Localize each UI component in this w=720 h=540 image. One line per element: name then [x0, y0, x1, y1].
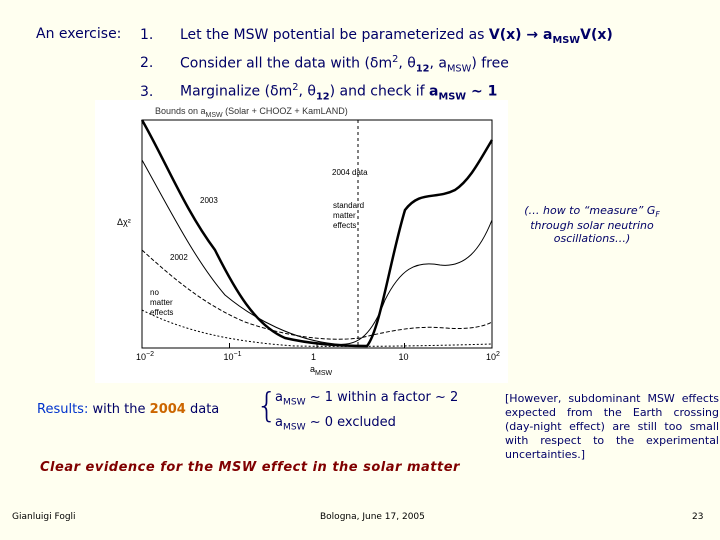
item-text: Consider all the data with (δm [180, 55, 393, 72]
results-year: 2004 [149, 402, 186, 417]
x-tick-label: 1 [311, 352, 316, 362]
x-axis-label: aMSW [310, 364, 333, 377]
results-line-sub: MSW [282, 422, 306, 433]
label-standard: standard matter effects [333, 201, 364, 230]
item-sub: 12 [415, 63, 430, 75]
results-line-part: a [275, 390, 283, 405]
plot-title-part: Bounds on a [155, 106, 206, 116]
results-line-part: ~ 0 excluded [305, 414, 396, 430]
conclusion: Clear evidence for the MSW effect in the… [40, 460, 460, 475]
label-part: standard [333, 201, 364, 210]
results-line: aMSW ~ 0 excluded [275, 413, 458, 438]
results-text: data [185, 402, 220, 417]
footer-page: 23 [692, 512, 704, 522]
plot-title-sub: MSW [206, 112, 224, 119]
item: 2. Consider all the data with (δm2, θ12, … [140, 50, 613, 78]
label-part: matter [150, 298, 173, 307]
label-part: no [150, 288, 159, 297]
x-tick-label: 102 [486, 351, 500, 362]
note: [However, subdominant MSW effects expect… [505, 392, 719, 461]
plot-image: Bounds on aMSW (Solar + CHOOZ + KamLAND)… [95, 100, 508, 383]
label-part: effects [333, 221, 356, 230]
item-text: ~ 1 [466, 83, 498, 100]
item-text: , θ [298, 83, 316, 100]
side-note: (… how to “measure” GF through solar neu… [512, 204, 672, 245]
item-sup: 2 [292, 82, 299, 94]
results: Results: with the 2004 data [37, 402, 219, 417]
curve-none [141, 309, 493, 347]
x-tick-exp: −2 [146, 351, 154, 358]
item-text: , a [429, 55, 447, 72]
item-num: 1. [140, 27, 154, 43]
x-label-part: a [310, 364, 315, 374]
results-line-part: a [275, 414, 283, 430]
label-part: matter [333, 211, 356, 220]
x-tick-label: 10−2 [136, 351, 154, 362]
results-label: Results: [37, 402, 89, 417]
results-line: aMSW ~ 1 within a factor ~ 2 [275, 388, 458, 413]
brace: { [256, 386, 278, 426]
item-sub: MSW [552, 34, 581, 46]
results-line-part: ~ 1 within a factor ~ 2 [305, 390, 459, 405]
x-tick-base: 10 [224, 352, 234, 362]
x-tick-base: 10 [399, 352, 409, 362]
item-text: Let the MSW potential be parameterized a… [180, 27, 489, 43]
side-note-part: (… how to “measure” G [524, 204, 656, 217]
item-text: Marginalize (δm [180, 83, 293, 100]
label-2003: 2003 [200, 196, 218, 205]
x-tick-exp: −1 [234, 351, 242, 358]
label-none: no matter effects [150, 288, 173, 317]
x-label-sub: MSW [315, 370, 333, 377]
plot-title-part: (Solar + CHOOZ + KamLAND) [223, 106, 348, 116]
side-note-sub: F [655, 210, 660, 220]
x-tick-label: 10 [399, 352, 409, 362]
x-ticks: 10−2 10−1 1 10 102 [136, 343, 500, 362]
footer-place-date: Bologna, June 17, 2005 [320, 512, 425, 522]
item-num: 3. [140, 83, 154, 100]
y-axis-label: Δχ² [117, 217, 131, 227]
item-text: ) and check if [329, 83, 430, 100]
item-sub: 12 [315, 91, 330, 103]
item: 1. Let the MSW potential be parameterized… [140, 26, 613, 50]
x-tick-exp: 2 [496, 351, 500, 358]
plot-background [95, 100, 508, 383]
x-tick-base: 10 [486, 352, 496, 362]
curve-2003 [141, 159, 493, 345]
x-tick-base: 1 [311, 352, 316, 362]
item-sub: MSW [446, 63, 472, 75]
label-part: effects [150, 308, 173, 317]
item-sub: MSW [438, 91, 467, 103]
item-text: V(x) → a [488, 27, 553, 43]
results-text: with the [92, 402, 150, 417]
item-text: ) free [471, 55, 509, 72]
item-num: 2. [140, 55, 154, 72]
exercise-label: An exercise: [36, 26, 122, 42]
footer-author: Gianluigi Fogli [12, 512, 76, 522]
plot-title: Bounds on aMSW (Solar + CHOOZ + KamLAND) [155, 106, 348, 119]
item-sup: 2 [392, 53, 399, 65]
label-2002: 2002 [170, 253, 188, 262]
side-note-part: through solar neutrino oscillations…) [530, 219, 654, 246]
item-text: , θ [398, 55, 416, 72]
item-text: a [429, 83, 439, 100]
results-lines: aMSW ~ 1 within a factor ~ 2 aMSW ~ 0 ex… [275, 388, 458, 437]
x-tick-base: 10 [136, 352, 146, 362]
exercise-list: 1. Let the MSW potential be parameterized… [140, 26, 613, 107]
results-line-sub: MSW [282, 397, 306, 408]
item: 3. Marginalize (δm2, θ12) and check if aM… [140, 78, 613, 106]
curve-2002 [141, 249, 493, 340]
label-2004: 2004 data [332, 168, 368, 177]
item-text: V(x) [580, 27, 613, 43]
x-tick-label: 10−1 [224, 351, 242, 362]
